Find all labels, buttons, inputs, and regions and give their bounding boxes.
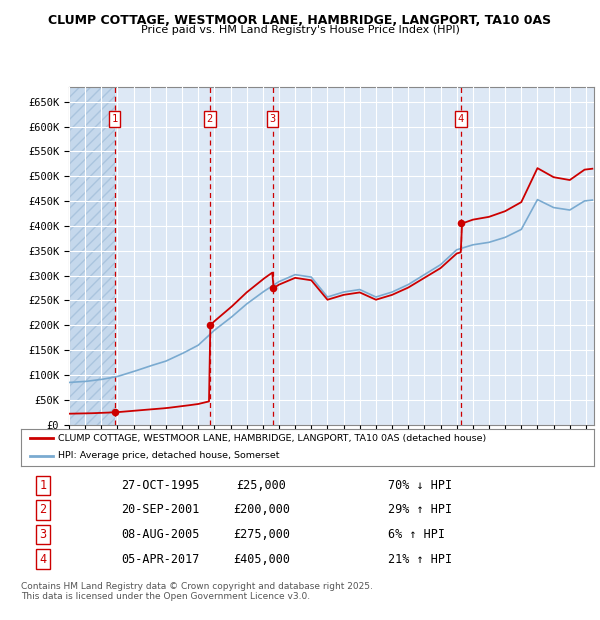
Point	[268, 283, 277, 293]
Text: 3: 3	[39, 528, 46, 541]
Text: 21% ↑ HPI: 21% ↑ HPI	[388, 552, 452, 565]
Text: HPI: Average price, detached house, Somerset: HPI: Average price, detached house, Some…	[58, 451, 280, 460]
Point	[205, 321, 215, 330]
Text: 4: 4	[39, 552, 46, 565]
Text: 1: 1	[39, 479, 46, 492]
Text: Price paid vs. HM Land Registry's House Price Index (HPI): Price paid vs. HM Land Registry's House …	[140, 25, 460, 35]
Text: 20-SEP-2001: 20-SEP-2001	[121, 503, 200, 516]
Text: £405,000: £405,000	[233, 552, 290, 565]
Point	[456, 218, 466, 228]
Text: CLUMP COTTAGE, WESTMOOR LANE, HAMBRIDGE, LANGPORT, TA10 0AS: CLUMP COTTAGE, WESTMOOR LANE, HAMBRIDGE,…	[49, 14, 551, 27]
Text: £200,000: £200,000	[233, 503, 290, 516]
Text: 70% ↓ HPI: 70% ↓ HPI	[388, 479, 452, 492]
Text: 08-AUG-2005: 08-AUG-2005	[121, 528, 200, 541]
Text: £275,000: £275,000	[233, 528, 290, 541]
Text: Contains HM Land Registry data © Crown copyright and database right 2025.
This d: Contains HM Land Registry data © Crown c…	[21, 582, 373, 601]
Text: CLUMP COTTAGE, WESTMOOR LANE, HAMBRIDGE, LANGPORT, TA10 0AS (detached house): CLUMP COTTAGE, WESTMOOR LANE, HAMBRIDGE,…	[58, 434, 487, 443]
Text: 1: 1	[112, 114, 118, 124]
Text: 29% ↑ HPI: 29% ↑ HPI	[388, 503, 452, 516]
Text: 05-APR-2017: 05-APR-2017	[121, 552, 200, 565]
Text: 6% ↑ HPI: 6% ↑ HPI	[388, 528, 445, 541]
Text: 4: 4	[458, 114, 464, 124]
Point	[110, 407, 119, 417]
Text: 3: 3	[269, 114, 276, 124]
Text: 2: 2	[39, 503, 46, 516]
Bar	[69, 87, 115, 425]
Text: 27-OCT-1995: 27-OCT-1995	[121, 479, 200, 492]
Text: 2: 2	[207, 114, 213, 124]
Text: £25,000: £25,000	[237, 479, 287, 492]
